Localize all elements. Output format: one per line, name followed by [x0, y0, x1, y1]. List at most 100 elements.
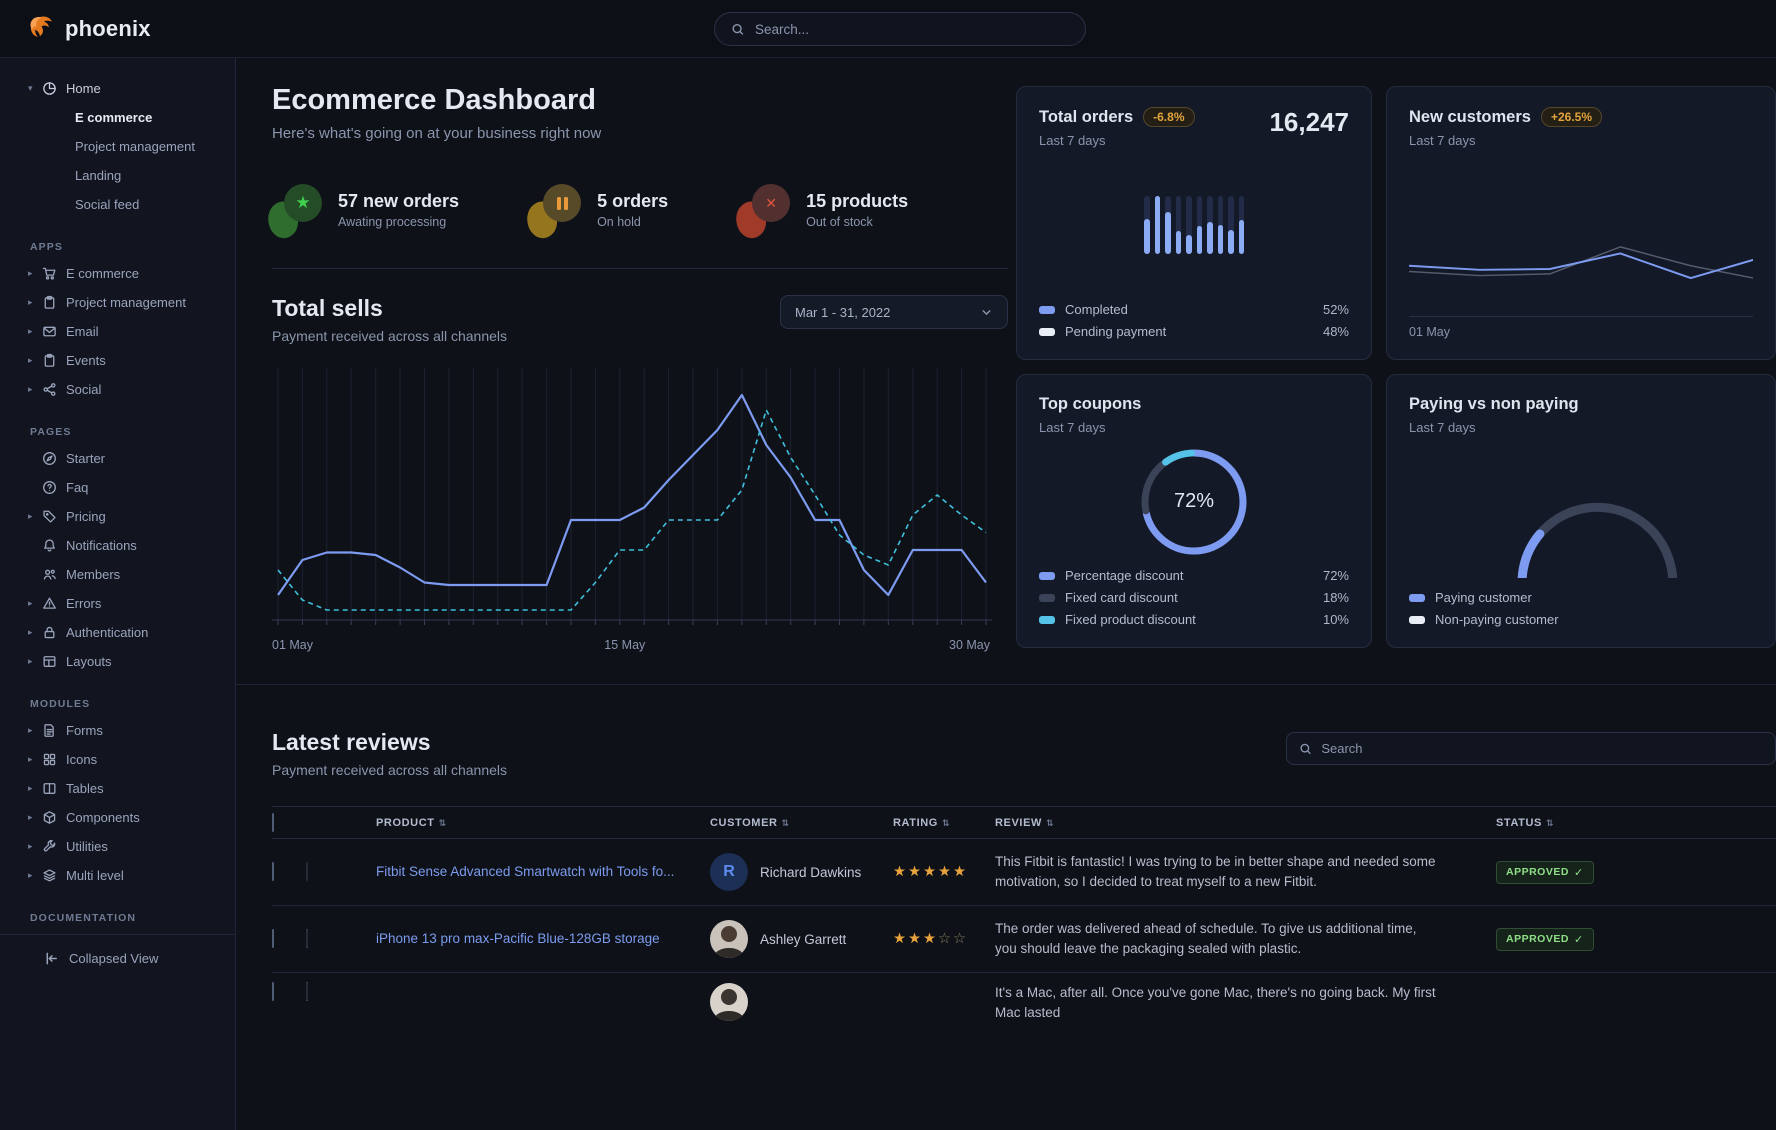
product-link[interactable]: iPhone 13 pro max-Pacific Blue-128GB sto…: [376, 930, 660, 946]
column-header-review[interactable]: REVIEW ⇅: [995, 816, 1055, 829]
sidebar-subitem-label: Landing: [75, 168, 122, 183]
row-checkbox[interactable]: [272, 862, 274, 881]
avatar: R: [710, 853, 748, 891]
caret-right-icon: ▸: [28, 841, 33, 851]
navbar-search-input[interactable]: [754, 21, 1069, 37]
sidebar-item-e-commerce[interactable]: ▸ E commerce: [0, 259, 235, 288]
sidebar-item-label: Layouts: [66, 654, 112, 669]
legend-label: Pending payment: [1065, 324, 1167, 339]
order-bar: [1217, 196, 1223, 254]
series-sells-solid: [277, 393, 987, 597]
customer-name: Ashley Garrett: [760, 931, 847, 947]
caret-right-icon: ▸: [28, 754, 33, 764]
sidebar-item-utilities[interactable]: ▸ Utilities: [0, 832, 235, 861]
product-link[interactable]: [376, 984, 402, 999]
clipboard-icon: [42, 353, 57, 368]
date-range-select[interactable]: Mar 1 - 31, 2022: [780, 295, 1008, 329]
sidebar-section-modules: MODULES: [30, 698, 91, 710]
column-header-rating[interactable]: RATING ⇅: [893, 816, 951, 829]
page-subtitle: Here's what's going on at your business …: [272, 125, 602, 142]
sidebar-item-notifications[interactable]: Notifications: [0, 531, 235, 560]
page-title: Ecommerce Dashboard: [272, 84, 596, 116]
caret-right-icon: ▸: [28, 326, 33, 336]
sidebar-subitem-project-management[interactable]: Project management: [0, 132, 235, 161]
total-sells-title: Total sells: [272, 295, 383, 321]
sidebar-item-forms[interactable]: ▸ Forms: [0, 716, 235, 745]
sidebar-item-home[interactable]: ▾ Home: [0, 74, 235, 103]
order-bar: [1165, 196, 1171, 254]
order-bar: [1154, 196, 1160, 254]
legend-value: 52%: [1322, 302, 1349, 317]
question-icon: [42, 480, 57, 495]
sidebar-item-icons[interactable]: ▸ Icons: [0, 745, 235, 774]
sidebar-item-label: Starter: [66, 451, 106, 466]
legend-label: Percentage discount: [1065, 568, 1184, 583]
sidebar-item-email[interactable]: ▸ Email: [0, 317, 235, 346]
sidebar-item-pricing[interactable]: ▸ Pricing: [0, 502, 235, 531]
new-customers-line-chart: [1409, 246, 1753, 280]
total-orders-card: Total orders -6.8% Last 7 days 16,247 Co…: [1016, 86, 1372, 360]
sidebar-item-starter[interactable]: Starter: [0, 444, 235, 473]
sidebar-item-authentication[interactable]: ▸ Authentication: [0, 618, 235, 647]
check-icon: ✓: [1573, 932, 1584, 946]
column-header-status[interactable]: STATUS ⇅: [1496, 816, 1555, 829]
sidebar-divider: [0, 934, 235, 935]
select-all-checkbox[interactable]: [272, 812, 274, 832]
reviews-search-input[interactable]: [1321, 741, 1763, 756]
warning-icon: [42, 596, 57, 611]
order-bar: [1207, 196, 1213, 254]
stat-subtitle: Awating processing: [338, 215, 447, 229]
caret-right-icon: ▸: [28, 870, 33, 880]
row-checkbox[interactable]: [272, 982, 274, 1001]
top-coupons-period: Last 7 days: [1039, 420, 1106, 435]
brand-link[interactable]: phoenix: [0, 13, 151, 45]
sidebar-item-label: E commerce: [66, 266, 139, 281]
product-link[interactable]: Fitbit Sense Advanced Smartwatch with To…: [376, 863, 675, 879]
sidebar-item-faq[interactable]: Faq: [0, 473, 235, 502]
sidebar-item-multi-level[interactable]: ▸ Multi level: [0, 861, 235, 890]
sidebar-item-label: Email: [66, 324, 99, 339]
collapse-sidebar-button[interactable]: Collapsed View: [0, 935, 235, 981]
sidebar-section-pages: PAGES: [30, 426, 72, 438]
sidebar-item-label: Members: [66, 567, 121, 582]
sort-icon: ⇅: [941, 818, 951, 829]
mail-icon: [42, 324, 57, 339]
caret-right-icon: ▸: [28, 355, 33, 365]
stat-title: 57 new orders: [338, 191, 460, 211]
sidebar-subitem-e-commerce[interactable]: E commerce: [0, 103, 235, 132]
sidebar-subitem-landing[interactable]: Landing: [0, 161, 235, 190]
sidebar-item-errors[interactable]: ▸ Errors: [0, 589, 235, 618]
reviews-subtitle: Payment received across all channels: [272, 762, 508, 778]
layers-icon: [42, 868, 57, 883]
stat-yellow: 5 orders On hold: [521, 184, 668, 243]
sidebar-item-project-management[interactable]: ▸ Project management: [0, 288, 235, 317]
sidebar-subitem-social-feed[interactable]: Social feed: [0, 190, 235, 219]
x-label-01may: 01 May: [272, 638, 313, 652]
column-header-product[interactable]: PRODUCT ⇅: [376, 816, 447, 829]
row-checkbox[interactable]: [272, 929, 274, 948]
total-orders-badge: -6.8%: [1143, 107, 1195, 127]
sidebar-item-members[interactable]: Members: [0, 560, 235, 589]
date-range-value: Mar 1 - 31, 2022: [795, 304, 891, 320]
sidebar-item-label: Multi level: [66, 868, 124, 883]
sidebar-item-events[interactable]: ▸ Events: [0, 346, 235, 375]
paying-legend: Paying customer Non-paying customer: [1409, 590, 1753, 627]
users-icon: [42, 567, 57, 582]
rating-stars: ★★★★★: [893, 864, 968, 880]
sort-icon: ⇅: [781, 818, 790, 829]
reviews-section-divider: [236, 684, 1776, 685]
grid-icon: [42, 752, 57, 767]
paying-legend-item: Paying customer: [1409, 590, 1753, 605]
legend-swatch: [1039, 571, 1055, 580]
sidebar-item-layouts[interactable]: ▸ Layouts: [0, 647, 235, 676]
top-coupons-card: Top coupons Last 7 days 72% Percentage d…: [1016, 374, 1372, 648]
sidebar-item-social[interactable]: ▸ Social: [0, 375, 235, 404]
sidebar-item-components[interactable]: ▸ Components: [0, 803, 235, 832]
cart-icon: [42, 266, 57, 281]
column-header-customer[interactable]: CUSTOMER ⇅: [710, 816, 790, 829]
series-sells-dashed: [277, 409, 987, 611]
caret-right-icon: ▸: [28, 627, 33, 637]
top-navbar: phoenix: [0, 0, 1776, 58]
new-customers-period: Last 7 days: [1409, 133, 1476, 148]
sidebar-item-tables[interactable]: ▸ Tables: [0, 774, 235, 803]
